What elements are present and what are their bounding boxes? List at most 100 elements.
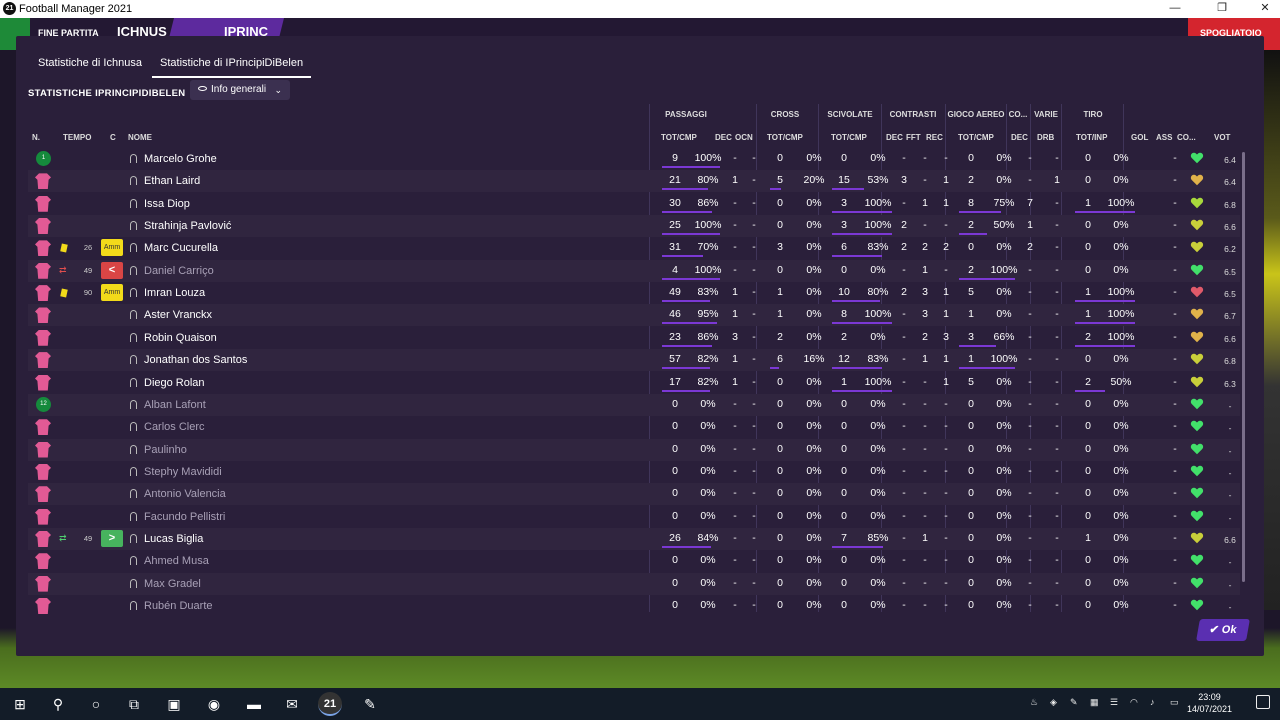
- player-name[interactable]: Aster Vranckx: [144, 309, 213, 322]
- table-row[interactable]: Facundo Pellistri 0 0% - - 0 0% 0 0% - - - 0 0% - - 0 0% -…: [28, 506, 1240, 528]
- network-icon[interactable]: ☰: [1110, 697, 1119, 707]
- table-row[interactable]: Aster Vranckx 46 95% 1-1 0% 8 100% -3 1 1 0% - -1 100…: [28, 304, 1240, 327]
- column-header-tot-inp[interactable]: TOT/INP: [1076, 133, 1108, 142]
- column-header-rec[interactable]: REC: [926, 133, 943, 142]
- table-row[interactable]: 12 Alban Lafont 0 0% - - 0 0% 0 0% - - - 0 0% - - 0 0% - -: [28, 393, 1240, 416]
- cortana-icon[interactable]: ○: [91, 696, 101, 712]
- table-row[interactable]: 90 Amm Imran Louza 49 83% 1 - 1 0% 10 80% 2 3 1 5 0% - - 1…: [28, 282, 1240, 304]
- table-row[interactable]: Max Gradel 0 0% - - 0 0% 0 0% - - - 0 0% - - 0 0% - -: [28, 572, 1240, 595]
- player-name[interactable]: Imran Louza: [144, 287, 206, 300]
- table-row[interactable]: Jonathan dos Santos 57 82% 1-6 16% 12 83% -1 1 1 1…: [28, 349, 1240, 372]
- player-name[interactable]: Alban Lafont: [144, 398, 206, 411]
- table-row[interactable]: ⇄ 49 < Daniel Carriço 4 100% - -0 0% 0 0% -1-2 100% -…: [28, 259, 1240, 282]
- table-row[interactable]: Rubén Duarte 0 0% - - 0 0% 0 0% - - - 0 0% - - 0 0% - -: [28, 595, 1240, 617]
- column-header-ass[interactable]: ASS: [1156, 133, 1173, 142]
- column-header-dec[interactable]: DEC: [886, 133, 903, 142]
- windows-icon[interactable]: ⊞: [14, 696, 26, 712]
- stat-value: -: [902, 509, 906, 522]
- player-name[interactable]: Facundo Pellistri: [144, 510, 226, 523]
- table-row[interactable]: Ethan Laird 21 80% 1-5 20% 15 53% 3-1 2 0% -1 0 0% -6…: [28, 170, 1240, 193]
- column-header-name[interactable]: NOME: [128, 133, 152, 142]
- column-header-tot-cmp[interactable]: TOT/CMP: [661, 133, 697, 142]
- maximize-button[interactable]: ❐: [1217, 2, 1227, 14]
- file-explorer-icon[interactable]: ▬: [247, 696, 261, 712]
- stat-total: 26: [669, 531, 681, 544]
- table-row[interactable]: 26 Amm Marc Cucurella 31 70% - - 3 0% 6 83% 2 2 2 0 0% 2…: [28, 237, 1240, 259]
- player-name[interactable]: Marc Cucurella: [144, 242, 218, 255]
- player-name[interactable]: Robin Quaison: [144, 331, 217, 344]
- column-header-tot-cmp[interactable]: TOT/CMP: [767, 133, 803, 142]
- mail-icon[interactable]: ✉: [286, 696, 298, 712]
- player-name[interactable]: Stephy Mavididi: [144, 465, 222, 478]
- stat-total: 0: [1085, 554, 1091, 567]
- task-view-icon[interactable]: ⧉: [129, 696, 139, 712]
- player-name[interactable]: Issa Diop: [144, 197, 190, 210]
- table-row[interactable]: Stephy Mavididi 0 0% - - 0 0% 0 0% - - - 0 0% - - 0 0% - -: [28, 461, 1240, 483]
- search-icon[interactable]: ⚲: [52, 696, 64, 712]
- notification-icon[interactable]: [1256, 695, 1270, 709]
- close-button[interactable]: ✕: [1260, 2, 1270, 14]
- clock[interactable]: 23:09 14/07/2021: [1187, 691, 1232, 715]
- column-header-co[interactable]: CO...: [1177, 133, 1196, 142]
- column-header-ocn[interactable]: OCN: [735, 133, 753, 142]
- chrome-icon[interactable]: ◉: [207, 696, 221, 712]
- player-name[interactable]: Lucas Biglia: [144, 532, 204, 545]
- tab-iprincipi-stats[interactable]: Statistiche di IPrincipiDiBelen: [152, 48, 312, 78]
- stat-percent: 0%: [1113, 464, 1129, 477]
- player-name[interactable]: Carlos Clerc: [144, 421, 205, 434]
- scrollbar[interactable]: [1242, 152, 1245, 582]
- column-header-c[interactable]: C: [110, 133, 116, 142]
- column-header-dec[interactable]: DEC: [1011, 133, 1028, 142]
- column-header-gol[interactable]: GOL: [1131, 133, 1149, 142]
- wifi-icon[interactable]: ◠: [1130, 697, 1138, 707]
- column-header-fft[interactable]: FFT: [906, 133, 921, 142]
- column-header-time[interactable]: TEMPO: [63, 133, 92, 142]
- column-header-tot-cmp[interactable]: TOT/CMP: [958, 133, 994, 142]
- column-header-n[interactable]: N.: [32, 133, 40, 142]
- player-name[interactable]: Ethan Laird: [144, 175, 201, 188]
- player-name[interactable]: Jonathan dos Santos: [144, 354, 248, 367]
- column-header-dec[interactable]: DEC: [715, 133, 732, 142]
- table-row[interactable]: Robin Quaison 23 86% 3-2 0% 2 0% -2 3 3 66% - -2 100%…: [28, 327, 1240, 349]
- player-name[interactable]: Rubén Duarte: [144, 600, 213, 612]
- steam-tray-icon[interactable]: ♨: [1030, 697, 1039, 707]
- view-dropdown[interactable]: Info generali ⌄: [190, 80, 290, 100]
- table-row[interactable]: Diego Rolan 17 82% 1-0 0% 1 100% - -1 5 0% - -2 50% -6…: [28, 372, 1240, 394]
- player-name[interactable]: Antonio Valencia: [144, 488, 226, 501]
- table-row[interactable]: Issa Diop 30 86% - -0 0% 3 100% -1 1 8 75% 7-1 100% -6…: [28, 193, 1240, 215]
- table-row[interactable]: 1 Marcelo Grohe 9 100% - -0 0% 0 0% - - -0 0% - -0 0% -6…: [28, 148, 1240, 170]
- condition-heart-icon: [1190, 264, 1204, 275]
- remote-desktop-icon[interactable]: ▣: [167, 696, 181, 712]
- table-row[interactable]: Carlos Clerc 0 0% - - 0 0% 0 0% - - - 0 0% - - 0 0% - -: [28, 416, 1240, 438]
- stat-value: -: [752, 286, 756, 299]
- minimize-button[interactable]: —: [1169, 2, 1181, 14]
- stat-value: -: [752, 263, 756, 276]
- tray-icon[interactable]: ▦: [1090, 697, 1099, 707]
- player-name[interactable]: Strahinja Pavlović: [144, 220, 232, 233]
- football-manager-icon[interactable]: 21: [318, 692, 342, 716]
- player-name[interactable]: Marcelo Grohe: [144, 153, 217, 165]
- player-name[interactable]: Ahmed Musa: [144, 555, 209, 568]
- tray-icon[interactable]: ✎: [1070, 697, 1078, 707]
- tab-ichnusa-stats[interactable]: Statistiche di Ichnusa: [30, 48, 150, 78]
- player-name[interactable]: Paulinho: [144, 443, 187, 456]
- tray-icon[interactable]: ◈: [1050, 697, 1057, 707]
- table-row[interactable]: Antonio Valencia 0 0% - - 0 0% 0 0% - - - 0 0% - - 0 0% - -: [28, 483, 1240, 506]
- player-name[interactable]: Max Gradel: [144, 577, 201, 590]
- column-header-vot[interactable]: VOT: [1214, 133, 1231, 142]
- player-name[interactable]: Diego Rolan: [144, 376, 205, 389]
- rating-value: 6.8: [1224, 356, 1236, 367]
- table-row[interactable]: Strahinja Pavlović 25 100% - -0 0% 3 100% 2- -2 50…: [28, 215, 1240, 238]
- column-header-tot-cmp[interactable]: TOT/CMP: [831, 133, 867, 142]
- table-row[interactable]: Ahmed Musa 0 0% - - 0 0% 0 0% - - - 0 0% - - 0 0% - -: [28, 550, 1240, 572]
- keyboard-icon[interactable]: ▭: [1170, 697, 1179, 707]
- column-header-drb[interactable]: DRB: [1037, 133, 1055, 142]
- player-name[interactable]: Daniel Carriço: [144, 264, 214, 277]
- stat-percent: 0%: [1113, 152, 1129, 164]
- table-row[interactable]: Paulinho 0 0% - - 0 0% 0 0% - - - 0 0% - - 0 0% - -: [28, 438, 1240, 461]
- ok-button[interactable]: ✔ Ok: [1196, 619, 1250, 641]
- paint-icon[interactable]: ✎: [364, 696, 376, 712]
- table-row[interactable]: ⇄ 49 > Lucas Biglia 26 84% - -0 0% 7 85% -1-0 0% - -1 0…: [28, 527, 1240, 550]
- volume-icon[interactable]: ♪: [1150, 697, 1155, 707]
- stat-total: 0: [672, 397, 678, 410]
